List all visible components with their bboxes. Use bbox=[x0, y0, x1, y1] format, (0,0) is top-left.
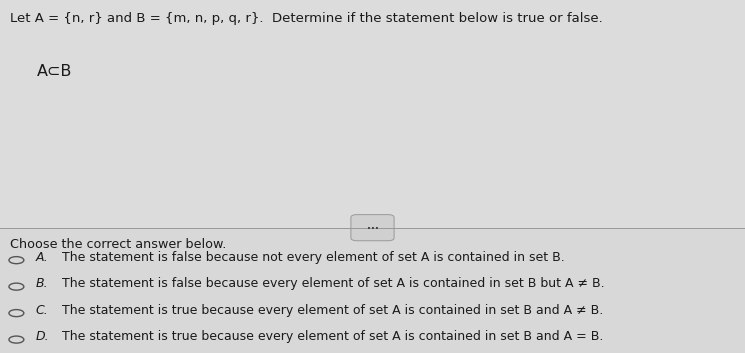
Text: A.: A. bbox=[36, 251, 48, 264]
Bar bbox=[0, 228, 745, 353]
Text: ...: ... bbox=[367, 221, 378, 231]
Text: Let A = {n, r} and B = {m, n, p, q, r}.  Determine if the statement below is tru: Let A = {n, r} and B = {m, n, p, q, r}. … bbox=[10, 12, 603, 25]
Text: The statement is true because every element of set A is contained in set B and A: The statement is true because every elem… bbox=[54, 330, 603, 343]
Text: The statement is false because every element of set A is contained in set B but : The statement is false because every ele… bbox=[54, 277, 604, 290]
FancyBboxPatch shape bbox=[351, 215, 394, 241]
Text: C.: C. bbox=[36, 304, 48, 317]
Text: Choose the correct answer below.: Choose the correct answer below. bbox=[10, 238, 226, 251]
Text: The statement is false because not every element of set A is contained in set B.: The statement is false because not every… bbox=[54, 251, 565, 264]
Text: The statement is true because every element of set A is contained in set B and A: The statement is true because every elem… bbox=[54, 304, 603, 317]
Bar bbox=[0, 0, 745, 228]
Text: B.: B. bbox=[36, 277, 48, 290]
Text: D.: D. bbox=[36, 330, 49, 343]
Text: A⊂B: A⊂B bbox=[37, 64, 72, 78]
